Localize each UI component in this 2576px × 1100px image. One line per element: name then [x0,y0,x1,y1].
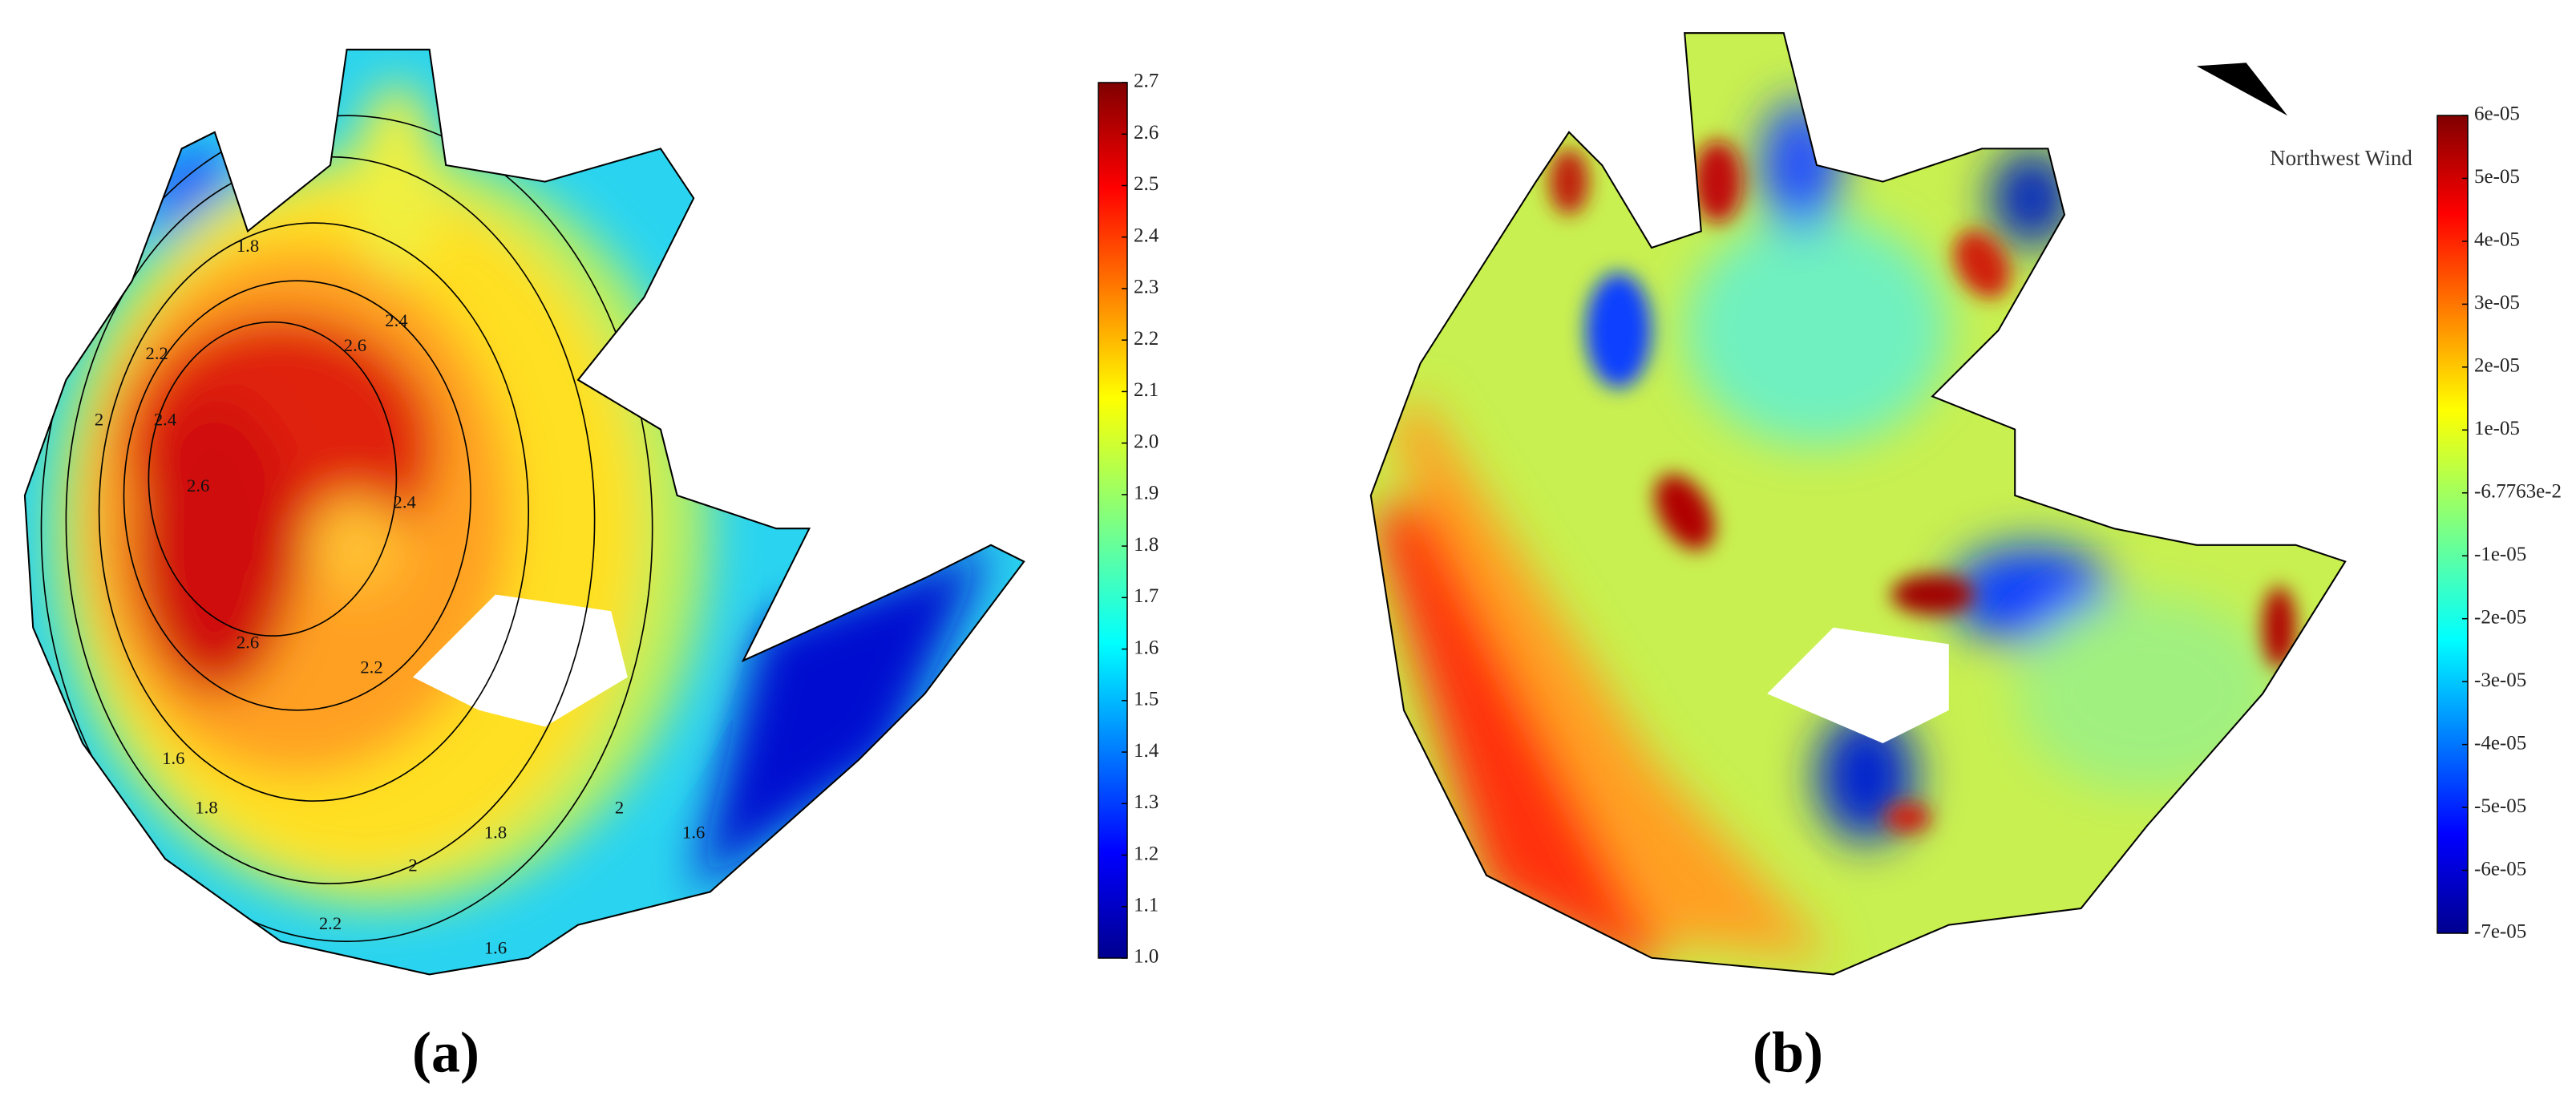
contour-label: 2.2 [319,913,342,933]
coastline [23,48,1025,976]
colorbar-tick-label: 1.5 [1134,689,1159,710]
colorbar-tick-label: 2.4 [1134,224,1159,246]
contour-label: 2 [408,855,417,876]
contour-label: 1.6 [682,823,705,843]
colorbar-tick-label: 2.1 [1134,379,1159,401]
colorbar-tick-label: -7e-05 [2474,921,2526,943]
colorbar-tick-label: 2.3 [1134,277,1159,298]
colorbar-tick-label: 4e-05 [2474,229,2520,251]
panel-label: (a) [412,1021,479,1085]
map-b [1369,32,2347,976]
colorbar-tick-label: 1.1 [1134,894,1159,916]
colorbar-tick-label: 1.8 [1134,534,1159,556]
coastline [1369,32,2347,976]
contour-label: 2.4 [154,410,176,430]
colorbar-tick-label: 6e-05 [2474,103,2520,125]
colorbar-tick-label: -6e-05 [2474,858,2526,880]
colorbar-tick-label: 1.3 [1134,791,1159,813]
contour-label: 1.6 [162,748,184,768]
colorbar-tick-label: 1.6 [1134,637,1159,658]
colorbar-tick-label: 1.7 [1134,585,1159,607]
colorbar-tick-label: 2.7 [1134,71,1159,92]
colorbar-tick-label: -1e-05 [2474,544,2526,565]
colorbar-tick-label: 1.2 [1134,843,1159,864]
colorbar-tick-label: -4e-05 [2474,732,2526,754]
colorbar-tick-label: 1e-05 [2474,418,2520,439]
colorbar-tick-label: -2e-05 [2474,606,2526,628]
colorbar-tick-label: 2.6 [1134,122,1159,144]
contour-label: 2.6 [344,335,366,355]
contour-label: 2.4 [394,492,416,512]
contour-label: 2 [95,410,103,430]
colorbar [1098,82,1128,959]
colorbar-tick-label: 2.5 [1134,173,1159,195]
contour-label: 1.8 [237,236,259,256]
panel-label: (b) [1753,1021,1823,1085]
colorbar-tick-label: 2.0 [1134,431,1159,452]
contour-label: 1.8 [484,823,507,843]
contour-label: 1.8 [195,798,217,818]
colorbar-tick-label: 2.2 [1134,328,1159,350]
wind-arrow [2196,63,2288,116]
colorbar-tick-label: 5e-05 [2474,166,2520,188]
contour-label: 2.6 [187,475,209,495]
contour-label: 2.2 [146,343,168,363]
colorbar [2436,115,2469,934]
colorbar-tick-label: 1.4 [1134,740,1159,762]
annotation: Northwest Wind [2270,146,2412,170]
colorbar-tick-label: 3e-05 [2474,292,2520,313]
colorbar-tick-label: 1.0 [1134,946,1159,968]
contour-label: 2.6 [237,633,259,653]
map-a: 1.6 1.6 1.6 1.8 1.8 1.8 2 2 2 2.2 2.2 2.2 2.4 2.4 2.4 2… [23,48,1025,976]
colorbar-tick-label: -3e-05 [2474,669,2526,691]
contour-label: 2 [615,798,624,818]
contour-label: 2.2 [360,657,382,677]
contour-label: 1.6 [484,938,507,958]
contour-label: 2.4 [385,310,407,330]
colorbar-tick-label: 1.9 [1134,483,1159,504]
colorbar-tick-label: -6.7763e-2 [2474,481,2562,503]
colorbar-tick-label: 2e-05 [2474,355,2520,377]
colorbar-tick-label: -5e-05 [2474,795,2526,817]
